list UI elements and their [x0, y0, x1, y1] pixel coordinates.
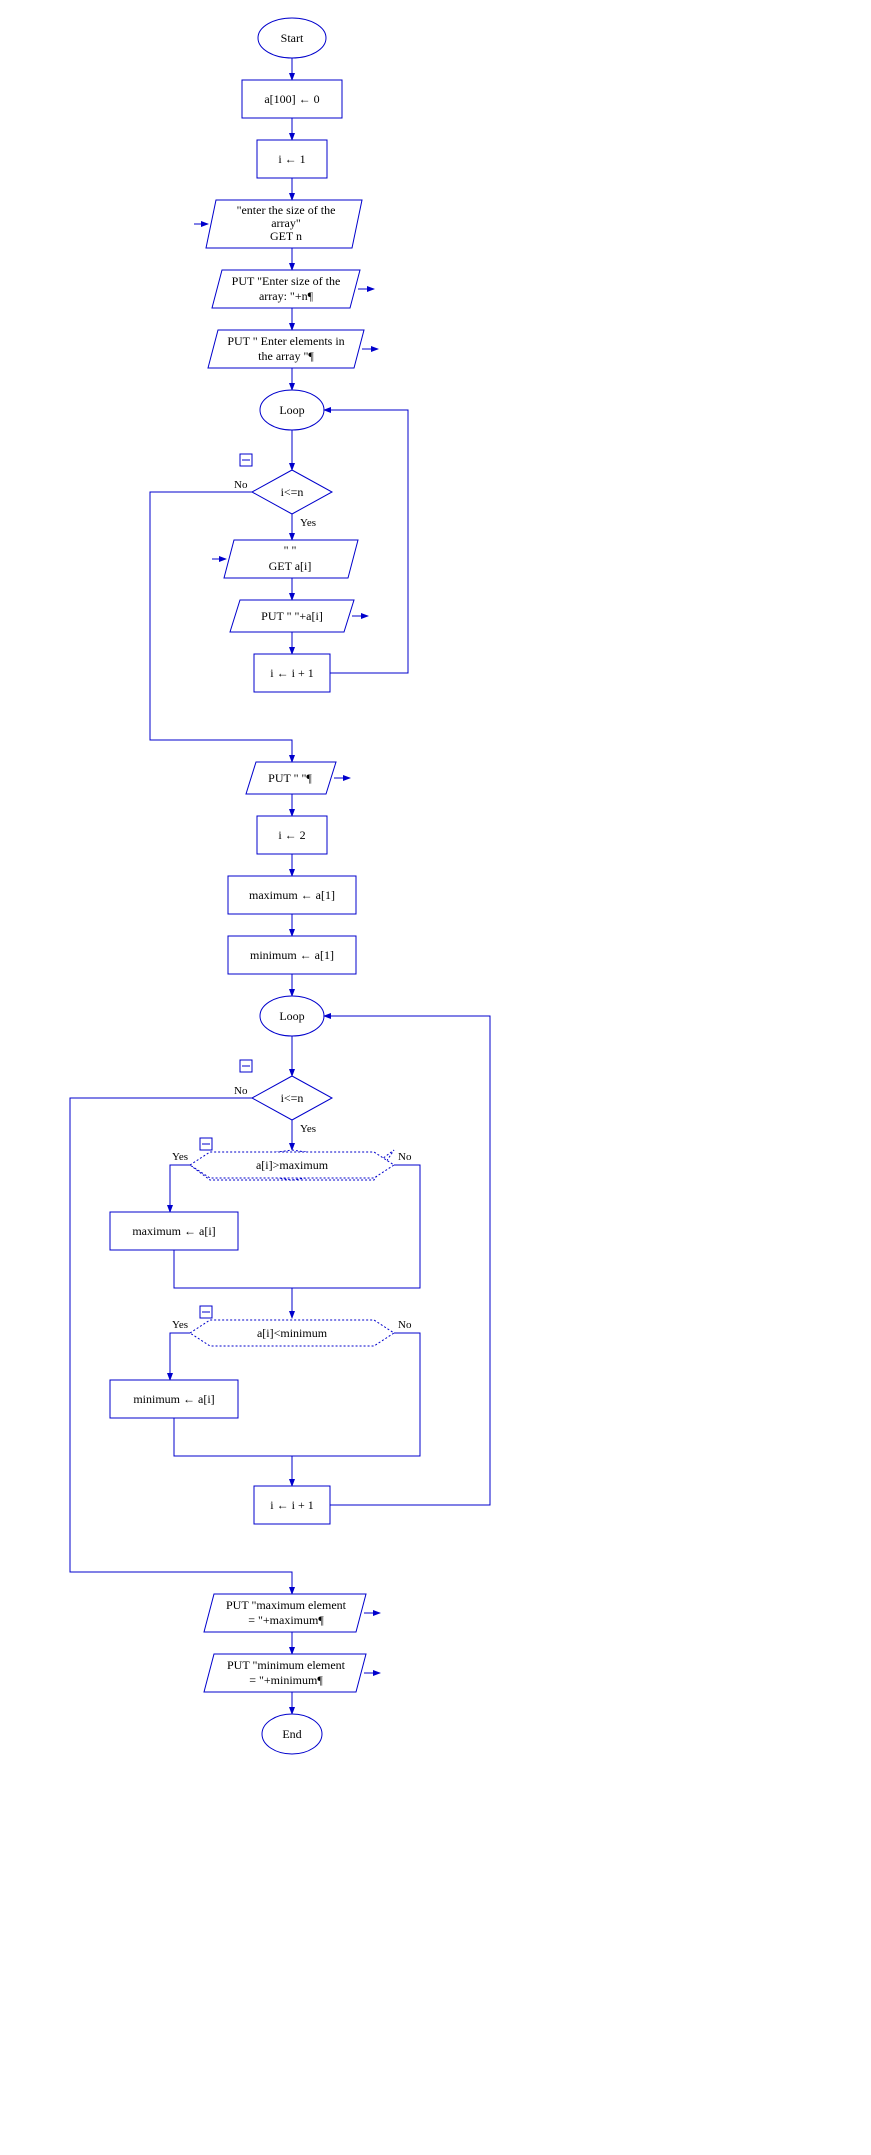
- cond2-no: No: [234, 1085, 248, 1097]
- init-i2-label: i ← 2: [278, 828, 305, 842]
- cond-min-label: a[i]<minimum: [257, 1326, 328, 1340]
- get-ai-l2: GET a[i]: [269, 559, 312, 573]
- cond-min-no: No: [398, 1319, 412, 1331]
- end-label: End: [282, 1727, 301, 1741]
- loop2-label: Loop: [279, 1009, 304, 1023]
- put-min-l2: = "+minimum¶: [249, 1673, 323, 1687]
- put-max-l1: PUT "maximum element: [226, 1598, 347, 1612]
- get-ai-l1: " ": [284, 543, 297, 557]
- cond-min-yes: Yes: [172, 1319, 188, 1331]
- flowchart-canvas: Start a[100] ← 0 i ← 1 "enter the size o…: [0, 0, 871, 2155]
- loop1-label: Loop: [279, 403, 304, 417]
- put-min-l1: PUT "minimum element: [227, 1658, 346, 1672]
- start-label: Start: [281, 31, 304, 45]
- init-arr-label: a[100] ← 0: [264, 92, 319, 106]
- cond1-label: i<=n: [281, 485, 304, 499]
- get-n-l2: array": [271, 216, 301, 230]
- cond1-yes: Yes: [300, 517, 316, 529]
- put-enter-l2: the array "¶: [258, 349, 314, 363]
- put-blank-label: PUT " "¶: [268, 771, 312, 785]
- cond2-yes: Yes: [300, 1123, 316, 1135]
- cond1-no: No: [234, 479, 248, 491]
- cond2-label: i<=n: [281, 1091, 304, 1105]
- put-size-l2: array: "+n¶: [259, 289, 314, 303]
- put-max-l2: = "+maximum¶: [248, 1613, 324, 1627]
- init-i1-label: i ← 1: [278, 152, 305, 166]
- cond-max-yes: Yes: [172, 1151, 188, 1163]
- inc-i1-label: i ← i + 1: [270, 666, 313, 680]
- cond-max-label: a[i]>maximum: [256, 1158, 329, 1172]
- get-n-l1: "enter the size of the: [237, 203, 336, 217]
- get-n-l3: GET n: [270, 229, 302, 243]
- set-max-label: maximum ← a[i]: [132, 1224, 215, 1238]
- cond-max-no: No: [398, 1151, 412, 1163]
- put-ai-label: PUT " "+a[i]: [261, 609, 323, 623]
- init-min-label: minimum ← a[1]: [250, 948, 334, 962]
- put-enter-l1: PUT " Enter elements in: [227, 334, 344, 348]
- set-min-label: minimum ← a[i]: [133, 1392, 214, 1406]
- inc-i2-label: i ← i + 1: [270, 1498, 313, 1512]
- put-size-l1: PUT "Enter size of the: [232, 274, 341, 288]
- init-max-label: maximum ← a[1]: [249, 888, 335, 902]
